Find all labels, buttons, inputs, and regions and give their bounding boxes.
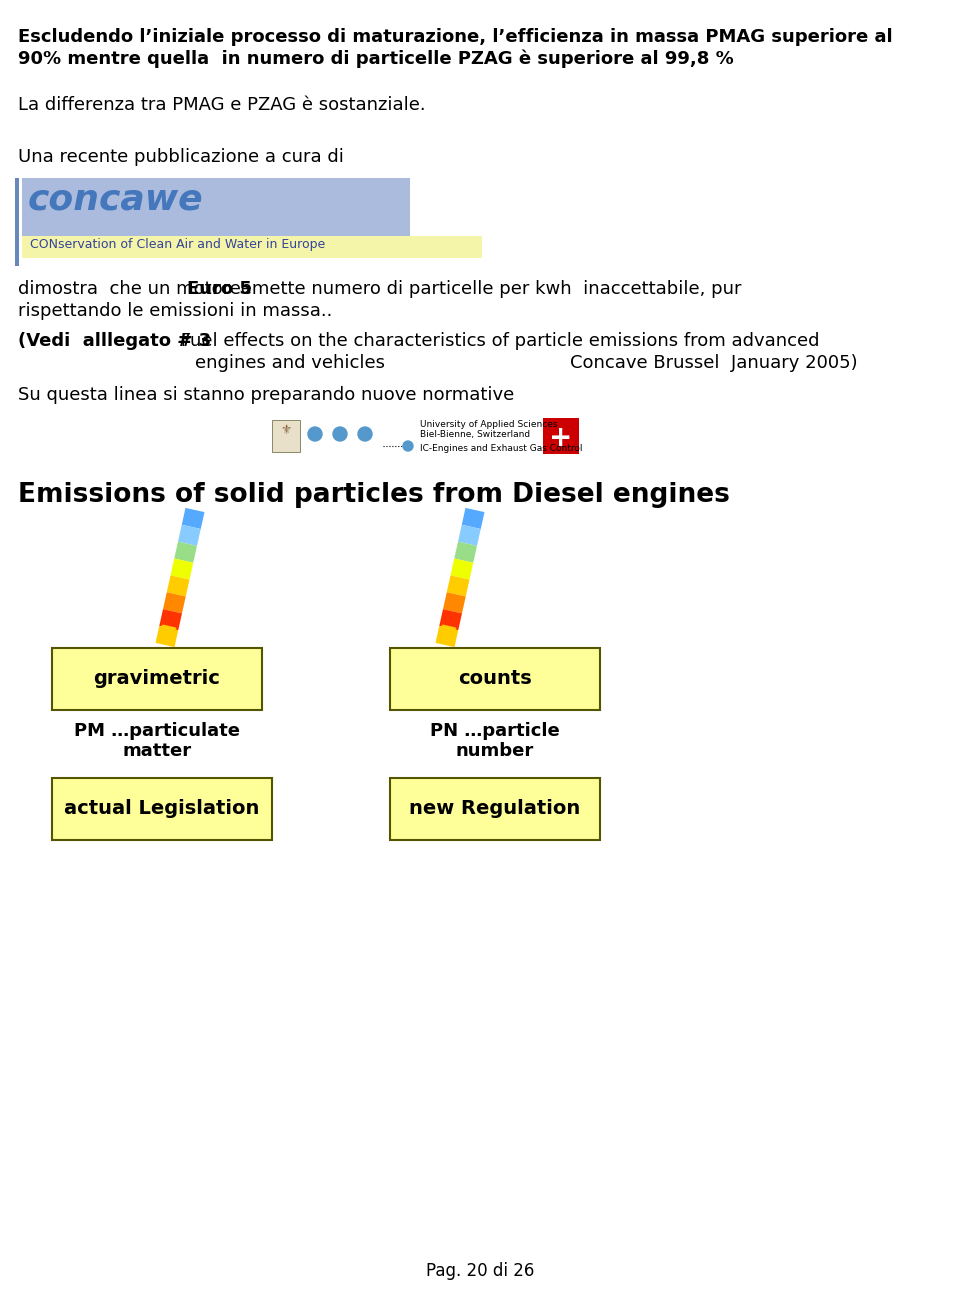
Bar	[390, 648, 600, 710]
Text: La differenza tra PMAG e PZAG è sostanziale.: La differenza tra PMAG e PZAG è sostanzi…	[18, 95, 425, 113]
Text: actual Legislation: actual Legislation	[64, 799, 260, 819]
Text: (Vedi  alllegato # 3: (Vedi alllegato # 3	[18, 333, 211, 351]
Text: concawe: concawe	[28, 182, 204, 217]
Bar	[52, 779, 272, 840]
Text: 90% mentre quella  in numero di particelle PZAG è superiore al 99,8 %: 90% mentre quella in numero di particell…	[18, 50, 733, 68]
Bar	[390, 779, 600, 840]
Circle shape	[333, 427, 347, 441]
Text: Fuel effects on the characteristics of particle emissions from advanced: Fuel effects on the characteristics of p…	[175, 333, 820, 351]
Bar	[15, 178, 19, 266]
Text: counts: counts	[458, 669, 532, 688]
Text: emette numero di particelle per kwh  inaccettabile, pur: emette numero di particelle per kwh inac…	[235, 280, 742, 298]
Text: dimostra  che un motore: dimostra che un motore	[18, 280, 247, 298]
Text: University of Applied Sciences: University of Applied Sciences	[420, 420, 558, 429]
Text: Biel-Bienne, Switzerland: Biel-Bienne, Switzerland	[420, 431, 530, 440]
Text: new Regulation: new Regulation	[409, 799, 581, 819]
Text: CONservation of Clean Air and Water in Europe: CONservation of Clean Air and Water in E…	[30, 238, 325, 251]
Text: Pag. 20 di 26: Pag. 20 di 26	[426, 1262, 534, 1280]
Circle shape	[358, 427, 372, 441]
Text: Concave Brussel  January 2005): Concave Brussel January 2005)	[570, 354, 857, 373]
Text: Emissions of solid particles from Diesel engines: Emissions of solid particles from Diesel…	[18, 482, 730, 508]
Text: Una recente pubblicazione a cura di: Una recente pubblicazione a cura di	[18, 148, 344, 166]
Bar	[272, 420, 300, 452]
Text: PN …particle: PN …particle	[430, 722, 560, 740]
Bar	[543, 418, 579, 454]
Text: IC-Engines and Exhaust Gas Control: IC-Engines and Exhaust Gas Control	[420, 443, 583, 452]
Text: matter: matter	[123, 742, 192, 761]
Text: number: number	[456, 742, 534, 761]
Text: Su questa linea si stanno preparando nuove normative: Su questa linea si stanno preparando nuo…	[18, 385, 515, 403]
Text: gravimetric: gravimetric	[93, 669, 221, 688]
Circle shape	[403, 441, 413, 451]
Text: engines and vehicles: engines and vehicles	[195, 354, 385, 373]
Text: Euro 5: Euro 5	[187, 280, 252, 298]
Bar	[22, 236, 482, 258]
Bar	[52, 648, 262, 710]
Text: rispettando le emissioni in massa..: rispettando le emissioni in massa..	[18, 302, 332, 320]
Text: ⚜: ⚜	[280, 424, 292, 437]
Text: +: +	[549, 424, 573, 452]
Text: PM …particulate: PM …particulate	[74, 722, 240, 740]
Bar	[22, 178, 410, 236]
Text: Escludendo l’iniziale processo di maturazione, l’efficienza in massa PMAG superi: Escludendo l’iniziale processo di matura…	[18, 28, 893, 46]
Circle shape	[308, 427, 322, 441]
